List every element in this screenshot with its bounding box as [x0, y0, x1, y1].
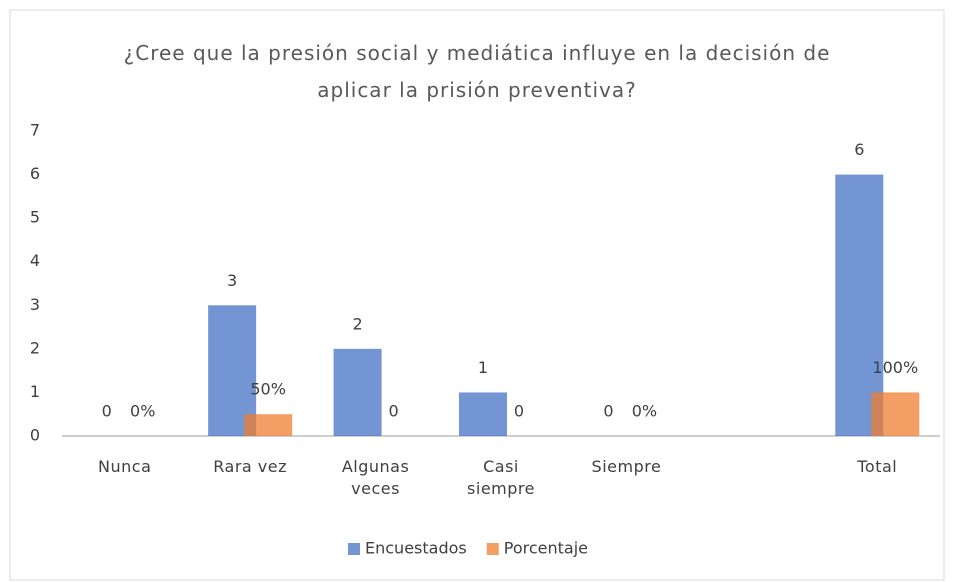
data-label: 0% [130, 402, 155, 421]
data-label: 100% [872, 358, 918, 377]
legend-label: Porcentaje [504, 539, 588, 558]
bar [459, 392, 507, 436]
data-label: 6 [854, 140, 864, 159]
y-tick-label: 6 [30, 164, 40, 183]
y-tick-label: 5 [30, 208, 40, 227]
y-tick-label: 2 [30, 338, 40, 357]
x-tick-label: Siempre [591, 457, 662, 476]
x-tick-label: Algunas veces [341, 457, 410, 498]
x-tick-label: Casi siempre [467, 457, 535, 498]
y-tick-label: 7 [30, 121, 40, 140]
bar [333, 348, 382, 436]
y-tick-label: 1 [30, 382, 40, 401]
y-tick-label: 4 [30, 251, 40, 270]
x-tick-label: Total [857, 457, 898, 476]
y-tick-label: 0 [30, 426, 40, 445]
legend-label: Encuestados [365, 539, 467, 558]
data-label: 3 [227, 271, 237, 290]
x-tick-label: Rara vez [213, 457, 288, 476]
chart-title: ¿Cree que la presión social y mediática … [123, 41, 831, 102]
y-tick-label: 3 [30, 295, 40, 314]
data-label: 50% [250, 380, 286, 399]
data-label: 0 [603, 402, 613, 421]
bar [871, 392, 920, 436]
data-label: 0 [388, 402, 398, 421]
data-label: 2 [352, 314, 362, 333]
data-label: 1 [478, 358, 488, 377]
legend-swatch [348, 543, 360, 555]
x-tick-label: Nunca [98, 457, 152, 476]
data-label: 0 [102, 402, 112, 421]
legend-swatch [486, 543, 499, 555]
data-label: 0 [514, 402, 524, 421]
data-label: 0% [632, 402, 657, 421]
bar [244, 414, 293, 436]
chart-border [9, 9, 945, 581]
